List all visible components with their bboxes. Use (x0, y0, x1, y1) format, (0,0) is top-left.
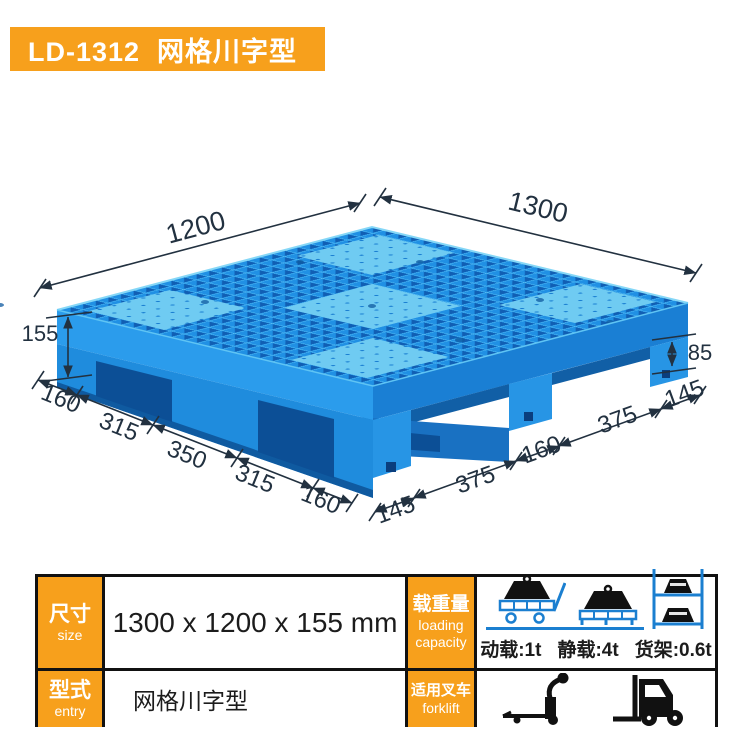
dimension-labels: 1200 1300 155 85 160 315 350 315 160 145… (22, 186, 713, 530)
dim-fork-height-label: 85 (688, 340, 712, 365)
right-dim-1: 375 (452, 460, 499, 499)
pallet-right-face (373, 303, 688, 420)
load-rack: 货架:0.6t (634, 640, 712, 661)
type-value: 网格川字型 (133, 688, 248, 714)
load-value-cell: 动载:1t 静载:4t 货架:0.6t (477, 569, 715, 668)
left-dim-4: 160 (297, 480, 344, 520)
right-dim-2: 160 (518, 430, 565, 469)
size-header-cell: 尺寸 size (38, 577, 102, 668)
load-label-en: loading capacity (415, 617, 467, 650)
left-dim-3: 315 (231, 459, 278, 499)
model-title: LD-1312 网格川字型 (28, 36, 298, 67)
forklift-value-cell (477, 671, 715, 727)
right-chain-ticks (368, 385, 707, 522)
dimension-lines (31, 187, 707, 522)
size-label-zh: 尺寸 (49, 602, 91, 626)
dim-width-label: 1200 (163, 205, 229, 250)
model-banner: LD-1312 网格川字型 (10, 27, 325, 71)
pallet-jack-with-weight-icon (498, 575, 566, 624)
rack-with-weights-icon (652, 569, 704, 629)
size-value: 1300 x 1200 x 155 mm (112, 606, 398, 638)
type-value-cell: 网格川字型 (105, 671, 405, 727)
hand-pallet-truck-icon (502, 673, 569, 725)
pallet-illustration (0, 225, 689, 498)
right-dim-0: 145 (372, 490, 419, 529)
underdeck-shadow-2 (552, 347, 650, 385)
dim-height-label: 155 (22, 321, 59, 346)
dim-length-label: 1300 (505, 186, 570, 229)
load-dynamic: 动载:1t (480, 640, 542, 661)
type-label-zh: 型式 (49, 679, 91, 702)
forklift-label-en: forklift (422, 699, 460, 716)
forklift-header-cell: 适用叉车 forklift (408, 671, 474, 727)
type-label-en: entry (54, 703, 86, 720)
size-label-en: size (57, 626, 83, 643)
left-chain-ticks (31, 370, 359, 513)
forklift-icon (613, 675, 683, 726)
size-value-cell: 1300 x 1200 x 155 mm (105, 577, 405, 668)
load-caption: 动载:1t 静载:4t 货架:0.6t (480, 635, 712, 662)
load-label-zh: 载重量 (412, 594, 470, 616)
ground-line (486, 575, 644, 630)
load-header-cell: 载重量 loading capacity (408, 577, 474, 668)
pallet-with-weight-icon (578, 584, 638, 625)
forklift-label-zh: 适用叉车 (410, 681, 471, 699)
type-header-cell: 型式 entry (38, 671, 102, 727)
underdeck-shadow-1 (411, 384, 509, 423)
right-dim-3: 375 (594, 400, 641, 439)
load-icons (486, 568, 706, 630)
spec-table: 尺寸 size 1300 x 1200 x 155 mm 载重量 loading… (35, 569, 718, 727)
load-static: 静载:4t (557, 640, 619, 661)
deck-front-edge-highlight (56, 302, 689, 387)
left-dim-2: 350 (163, 435, 210, 475)
pallet-left-band (57, 310, 373, 420)
